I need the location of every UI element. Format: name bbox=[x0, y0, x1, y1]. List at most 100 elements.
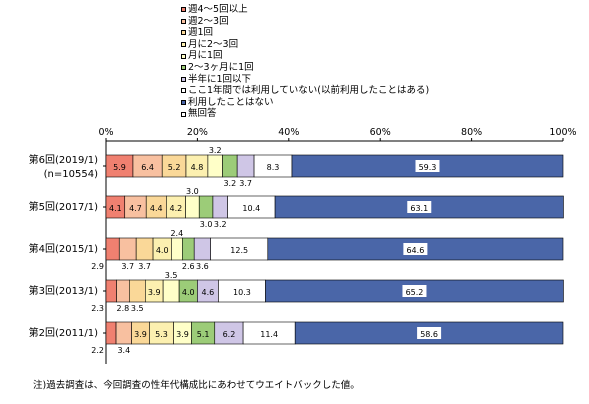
legend-label: 利用したことはない bbox=[188, 96, 274, 108]
data-label-bg bbox=[417, 327, 442, 339]
legend-swatch bbox=[181, 65, 186, 71]
data-label: 2.3 bbox=[91, 304, 104, 313]
data-label: 2.9 bbox=[91, 262, 104, 271]
bar-segment bbox=[182, 237, 195, 261]
data-label: 4.0 bbox=[182, 288, 195, 297]
bar-segment bbox=[116, 279, 130, 303]
data-label: 2.4 bbox=[170, 229, 183, 238]
data-label-bg bbox=[407, 201, 432, 213]
data-label: 4.6 bbox=[202, 288, 215, 297]
bar-segment bbox=[118, 237, 137, 261]
bar-segment bbox=[171, 237, 183, 261]
legend-swatch bbox=[181, 88, 186, 94]
data-label: 6.2 bbox=[223, 330, 236, 339]
legend-label: 週4～5回以上 bbox=[188, 4, 248, 15]
data-label: 5.1 bbox=[197, 330, 210, 339]
data-label: 11.4 bbox=[260, 330, 278, 339]
legend-item: 月に2～3回 bbox=[181, 39, 429, 51]
data-label: 3.0 bbox=[186, 187, 199, 196]
category-label: 第3回(2013/1) bbox=[29, 284, 98, 297]
legend-item: 利用したことはない bbox=[181, 97, 429, 109]
bar-segment bbox=[193, 237, 211, 261]
chart-legend: 週4～5回以上 週2～3回 週1回 月に2～3回 月に1回 2～3ヶ月に1回 半年に1回以下… bbox=[181, 4, 429, 120]
data-label: 3.4 bbox=[117, 346, 130, 355]
legend-item: 2～3ヶ月に1回 bbox=[181, 62, 429, 74]
legend-swatch bbox=[181, 30, 186, 36]
bar-segment bbox=[185, 195, 200, 219]
legend-swatch bbox=[181, 76, 186, 82]
data-label-bg bbox=[415, 160, 440, 172]
legend-item: 週4～5回以上 bbox=[181, 4, 429, 16]
legend-swatch bbox=[181, 7, 186, 13]
legend-item: 月に1回 bbox=[181, 50, 429, 62]
bar-segment bbox=[207, 154, 223, 178]
data-label-bg bbox=[239, 201, 264, 213]
legend-label: 月に1回 bbox=[188, 50, 223, 62]
data-label: 4.2 bbox=[170, 204, 183, 213]
bar-segment bbox=[105, 279, 117, 303]
data-label: 3.2 bbox=[223, 179, 236, 188]
data-label: 10.4 bbox=[242, 204, 260, 213]
legend-label: ここ1年間では利用していない(以前利用したことはある) bbox=[188, 85, 430, 97]
bar-segment bbox=[105, 237, 120, 261]
data-label-bg bbox=[229, 285, 254, 297]
legend-swatch bbox=[181, 42, 186, 48]
legend-swatch bbox=[181, 111, 186, 117]
x-tick-label: 0% bbox=[98, 127, 113, 138]
legend-label: 週1回 bbox=[188, 27, 214, 39]
data-label: 5.9 bbox=[113, 163, 126, 172]
data-label-bg bbox=[257, 327, 282, 339]
data-label: 2.6 bbox=[182, 262, 195, 271]
x-tick-label: 60% bbox=[370, 127, 391, 138]
legend-label: 無回答 bbox=[188, 108, 217, 120]
data-label: 3.2 bbox=[214, 220, 227, 229]
bar-segment bbox=[212, 195, 228, 219]
data-label-bg bbox=[261, 160, 286, 172]
data-label: 3.6 bbox=[196, 262, 209, 271]
legend-label: 2～3ヶ月に1回 bbox=[188, 61, 254, 73]
bar-segment bbox=[105, 321, 117, 345]
legend-label: 月に2～3回 bbox=[188, 38, 239, 50]
data-label: 3.7 bbox=[121, 262, 134, 271]
bar-segment bbox=[115, 321, 132, 345]
legend-item: 週1回 bbox=[181, 27, 429, 39]
data-label: 8.3 bbox=[267, 163, 280, 172]
data-label: 2.2 bbox=[91, 346, 104, 355]
legend-swatch bbox=[181, 53, 186, 59]
legend-item: 半年に1回以下 bbox=[181, 74, 429, 86]
legend-label: 週2～3回 bbox=[188, 15, 229, 27]
data-label: 6.4 bbox=[141, 163, 154, 172]
bar-segment bbox=[198, 195, 214, 219]
legend-item: 週2～3回 bbox=[181, 16, 429, 28]
data-label: 63.1 bbox=[410, 204, 428, 213]
x-tick-label: 100% bbox=[549, 127, 576, 138]
data-label: 4.0 bbox=[156, 246, 169, 255]
x-tick-label: 20% bbox=[187, 127, 208, 138]
data-label: 3.2 bbox=[209, 146, 222, 155]
legend-label: 半年に1回以下 bbox=[188, 73, 252, 85]
data-label: 64.6 bbox=[406, 246, 424, 255]
data-label: 3.9 bbox=[134, 330, 147, 339]
data-label: 3.9 bbox=[176, 330, 189, 339]
legend-item: ここ1年間では利用していない(以前利用したことはある) bbox=[181, 85, 429, 97]
bar-segment bbox=[222, 154, 238, 178]
bar-segment bbox=[135, 237, 154, 261]
data-label: 3.7 bbox=[239, 179, 252, 188]
legend-swatch bbox=[181, 100, 186, 106]
data-label: 5.3 bbox=[155, 330, 168, 339]
data-label: 12.5 bbox=[230, 246, 248, 255]
data-label: 3.5 bbox=[165, 271, 178, 280]
data-label-bg bbox=[403, 243, 428, 255]
category-sublabel: (n=10554) bbox=[44, 169, 98, 180]
data-label: 10.3 bbox=[233, 288, 251, 297]
category-label: 第6回(2019/1) bbox=[29, 153, 98, 166]
data-label: 65.2 bbox=[406, 288, 424, 297]
data-label-bg bbox=[402, 285, 427, 297]
bar-segment bbox=[162, 279, 180, 303]
data-label: 58.6 bbox=[420, 330, 438, 339]
x-tick-label: 40% bbox=[278, 127, 299, 138]
chart-footnote: 注)過去調査は、今回調査の性年代構成比にあわせてウエイトバックした値。 bbox=[33, 380, 360, 391]
data-label: 4.7 bbox=[129, 204, 142, 213]
data-label: 3.9 bbox=[148, 288, 161, 297]
